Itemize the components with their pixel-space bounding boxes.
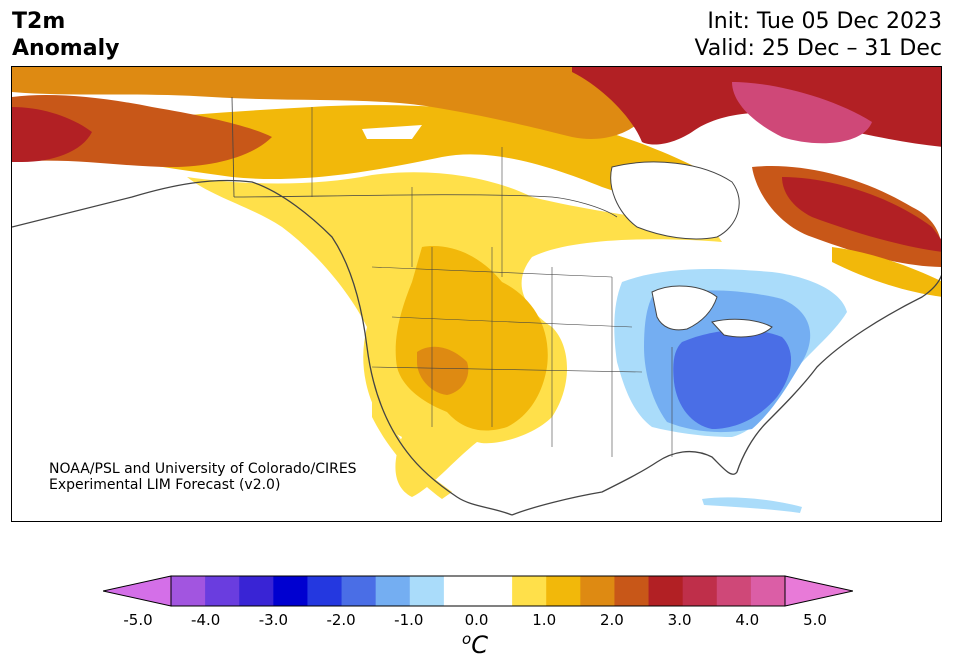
- colorbar-frame: [170, 575, 786, 607]
- colorbar-tick-label: -1.0: [394, 611, 424, 629]
- colorbar-extend-low: [103, 575, 172, 607]
- colorbar-tick-label: -2.0: [326, 611, 356, 629]
- colorbar-segment: [171, 576, 206, 606]
- colorbar-segment: [341, 576, 377, 606]
- anomaly-region-labrador-red: [782, 177, 941, 252]
- anomaly-region-orange-north: [362, 67, 572, 94]
- credit-line-2: Experimental LIM Forecast (v2.0): [49, 477, 281, 493]
- init-date: Init: Tue 05 Dec 2023: [707, 9, 942, 34]
- colorbar-tick-label: 0.0: [464, 611, 489, 629]
- colorbar-segment: [239, 576, 274, 606]
- colorbar-segment: [307, 576, 343, 606]
- units-letter: C: [471, 631, 488, 659]
- anomaly-region-baja-yellow: [372, 397, 452, 499]
- colorbar-ticks: -5.0 -4.0 -3.0 -2.0 -1.0 0.0 1.0 2.0 3.0 4.0 5.0: [0, 611, 954, 631]
- units-degree: o: [462, 630, 472, 648]
- colorbar-segment: [580, 576, 615, 606]
- map-canvas: [12, 67, 941, 521]
- anomaly-region-dark-blue: [673, 329, 792, 429]
- colorbar-segment: [648, 576, 684, 606]
- colorbar-segment: [546, 576, 581, 606]
- colorbar-segment: [614, 576, 650, 606]
- anomaly-region-southwest-core: [417, 346, 469, 395]
- colorbar-segment: [409, 576, 445, 606]
- hudson-bay: [610, 161, 740, 240]
- anomaly-region-quebec-orange: [832, 247, 941, 297]
- anomaly-map: [11, 66, 942, 522]
- colorbar-extend-high: [784, 575, 853, 607]
- colorbar-segment: [750, 576, 786, 606]
- forecast-dates: Init: Tue 05 Dec 2023 Valid: 25 Dec – 31…: [694, 8, 942, 62]
- colorbar-tick-label: 1.0: [532, 611, 557, 629]
- colorbar-segment: [682, 576, 718, 606]
- colorbar: [103, 575, 853, 607]
- anomaly-region-red-alaska: [12, 107, 92, 162]
- anomaly-region-cuba: [702, 497, 802, 513]
- colorbar-tick-label: 3.0: [667, 611, 692, 629]
- title-line-1: T2m: [12, 9, 66, 34]
- arctic-lakes: [362, 125, 492, 172]
- colorbar-segment: [205, 576, 240, 606]
- colorbar-segment: [443, 576, 479, 606]
- colorbar-segment: [716, 576, 752, 606]
- anomaly-region-greenland-pink: [732, 82, 872, 144]
- data-credit: NOAA/PSL and University of Colorado/CIRE…: [49, 461, 357, 493]
- valid-range: Valid: 25 Dec – 31 Dec: [694, 36, 942, 61]
- colorbar-segment: [512, 576, 547, 606]
- map-title: T2m Anomaly: [12, 8, 119, 62]
- colorbar-tick-label: -4.0: [191, 611, 221, 629]
- credit-line-1: NOAA/PSL and University of Colorado/CIRE…: [49, 461, 357, 477]
- coastlines: [12, 96, 941, 516]
- colorbar-tick-label: 2.0: [599, 611, 624, 629]
- title-line-2: Anomaly: [12, 36, 120, 61]
- colorbar-segment: [273, 576, 308, 606]
- colorbar-tick-label: -5.0: [123, 611, 153, 629]
- colorbar-segment: [478, 576, 513, 606]
- colorbar-tick-label: 4.0: [735, 611, 760, 629]
- colorbar-tick-label: -3.0: [258, 611, 289, 629]
- anomaly-region-rust-alaska: [12, 95, 272, 167]
- colorbar-segment: [375, 576, 411, 606]
- colorbar-tick-label: 5.0: [803, 611, 827, 629]
- great-lakes: [651, 285, 773, 338]
- colorbar-units: oC: [462, 630, 488, 659]
